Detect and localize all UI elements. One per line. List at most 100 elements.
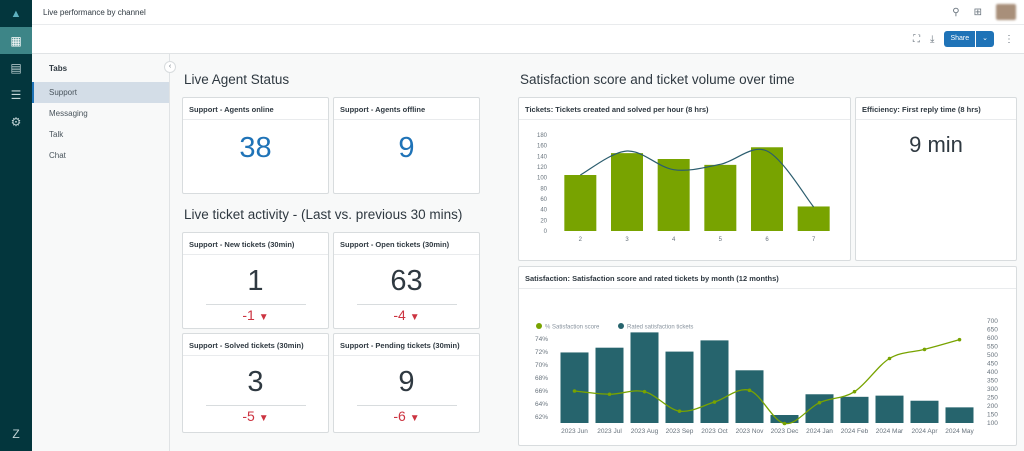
y-left-tick-label: 72% [535, 349, 548, 356]
bar [735, 370, 764, 423]
explore-logo-icon[interactable]: ▲ [10, 7, 22, 20]
card-agents-online: Support - Agents online 38 [182, 97, 329, 194]
y-right-tick-label: 700 [987, 318, 998, 325]
line-point [957, 337, 962, 342]
share-dropdown-button[interactable]: ⌄ [975, 31, 994, 47]
bar [700, 340, 729, 423]
y-right-tick-label: 650 [987, 327, 998, 334]
down-arrow-icon: ▼ [258, 312, 269, 323]
y-tick-label: 20 [540, 218, 547, 224]
x-tick-label: 6 [765, 237, 769, 243]
tab-chat[interactable]: Chat [49, 151, 66, 160]
tickets-chart: 0 20 40 60 80 100 120 140 160 180 2 3 4 5 6 7 [537, 133, 830, 243]
card-agents-offline: Support - Agents offline 9 [333, 97, 480, 194]
bar [945, 407, 974, 423]
bar [875, 395, 904, 423]
y-left-tick-label: 68% [535, 375, 548, 382]
line-point [712, 400, 717, 404]
bar [595, 347, 624, 423]
card-open-tickets: Support - Open tickets (30min) 63 -4 ▼ [333, 232, 480, 329]
tab-messaging[interactable]: Messaging [49, 109, 88, 118]
line-point [782, 421, 787, 426]
top-bar: Live performance by channel ⚲ ⊞ [32, 0, 1024, 25]
metric-value: 9 min [909, 132, 963, 157]
download-icon[interactable]: ⤓ [930, 33, 935, 45]
bar [770, 415, 799, 423]
x-tick-label: 2024 Jan [806, 428, 833, 435]
avatar[interactable] [996, 4, 1016, 20]
bar [657, 159, 690, 231]
card-title: Support - Agents online [183, 98, 328, 120]
y-right-tick-label: 250 [987, 395, 998, 402]
search-icon[interactable]: ⚲ [952, 6, 960, 18]
bar [611, 153, 643, 231]
bar [630, 332, 659, 423]
y-right-tick-label: 350 [987, 378, 998, 385]
card-tickets-chart: Tickets: Tickets created and solved per … [518, 97, 851, 261]
bar [840, 396, 869, 423]
tab-talk[interactable]: Talk [49, 130, 64, 139]
metric-value: 3 [247, 366, 264, 398]
x-tick-label: 2023 Sep [666, 428, 694, 435]
fullscreen-icon[interactable]: ⛶ [913, 33, 921, 45]
x-tick-label: 2023 Nov [736, 428, 765, 435]
y-right-tick-label: 300 [987, 386, 998, 393]
metric-value: 1 [247, 265, 264, 297]
x-tick-label: 2024 Apr [911, 428, 938, 435]
line-series [580, 148, 815, 208]
line-point [572, 389, 577, 393]
share-button[interactable]: Share [950, 35, 970, 42]
y-tick-label: 60 [540, 197, 547, 203]
x-tick-label: 2023 Jun [561, 428, 588, 435]
y-right-tick-label: 400 [987, 369, 998, 376]
card-solved-tickets: Support - Solved tickets (30min) 3 -5 ▼ [182, 333, 329, 433]
x-tick-label: 7 [812, 237, 816, 243]
y-left-tick-label: 64% [535, 401, 548, 408]
metric-value: 9 [398, 132, 415, 164]
x-tick-label: 2023 Aug [631, 428, 659, 435]
settings-icon[interactable]: ⚙ [10, 114, 22, 129]
y-right-tick-label: 550 [987, 344, 998, 351]
metric-delta: -5 ▼ [205, 405, 306, 424]
x-tick-label: 3 [625, 237, 629, 243]
y-right-tick-label: 450 [987, 361, 998, 368]
card-satisfaction-chart: Satisfaction: Satisfaction score and rat… [518, 266, 1017, 446]
y-tick-label: 100 [537, 176, 548, 182]
y-tick-label: 180 [537, 133, 548, 139]
y-tick-label: 40 [540, 208, 547, 214]
legend-label: Rated satisfaction tickets [627, 325, 693, 331]
line-point [817, 400, 822, 405]
dashboard-toolbar: ⛶ ⤓ Share ⌄ ⋮ [32, 25, 1024, 54]
y-tick-label: 140 [537, 154, 548, 160]
datasets-icon[interactable]: ☰ [10, 87, 22, 102]
metric-delta: -6 ▼ [356, 405, 457, 424]
section-title-ticket-activity: Live ticket activity - (Last vs. previou… [184, 207, 463, 222]
nav-rail: ▲ ▦ ▤ ☰ ⚙ Z [0, 0, 32, 451]
down-arrow-icon: ▼ [409, 312, 420, 323]
x-tick-label: 5 [719, 237, 723, 243]
bar [797, 206, 830, 231]
y-right-tick-label: 600 [987, 335, 998, 342]
y-right-tick-label: 200 [987, 403, 998, 410]
y-left-tick-label: 74% [535, 336, 548, 343]
legend-marker [618, 323, 624, 329]
y-left-tick-label: 66% [535, 388, 548, 395]
collapse-panel-button[interactable]: ‹ [164, 61, 176, 73]
metric-value: 63 [390, 265, 423, 297]
dashboard-icon[interactable]: ▦ [0, 27, 32, 54]
x-tick-label: 2024 Feb [841, 428, 869, 435]
bar [564, 175, 597, 231]
bar [751, 147, 783, 231]
card-title: Support - Agents offline [334, 98, 479, 120]
card-title: Tickets: Tickets created and solved per … [519, 98, 850, 120]
x-tick-label: 2023 Dec [771, 428, 800, 435]
line-point [747, 388, 752, 393]
y-left-tick-label: 70% [535, 362, 548, 369]
tab-support[interactable]: Support [32, 82, 169, 103]
line-point [607, 392, 612, 397]
apps-icon[interactable]: ⊞ [973, 6, 982, 18]
more-options-icon[interactable]: ⋮ [1004, 33, 1014, 45]
legend-marker [536, 323, 542, 329]
x-tick-label: 2 [579, 237, 583, 243]
reports-icon[interactable]: ▤ [10, 60, 22, 75]
